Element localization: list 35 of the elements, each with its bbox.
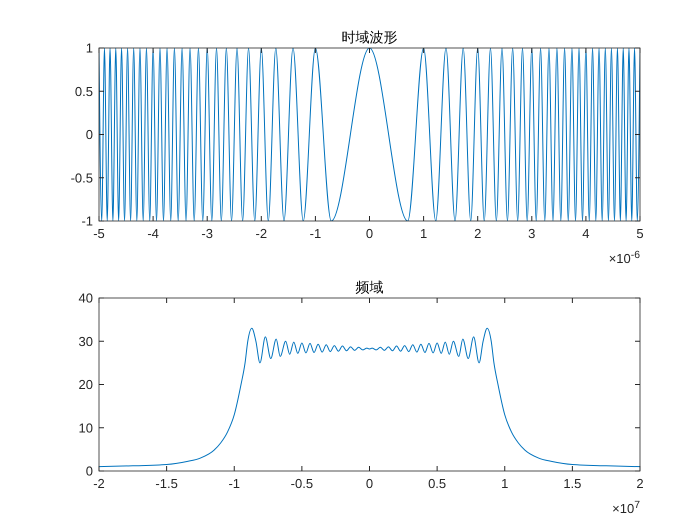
x-tick-label: 0.5 xyxy=(428,476,446,491)
x-tick-label: -1 xyxy=(310,226,322,241)
x-tick-label: -4 xyxy=(147,226,159,241)
x-tick-label: -0.5 xyxy=(290,476,314,491)
text: ×10$^{7}$ xyxy=(612,500,640,516)
x-tick-label: 0 xyxy=(366,476,374,491)
chart-title: 频域 xyxy=(356,279,384,295)
y-tick-label: 0 xyxy=(86,127,93,142)
y-tick-label: 20 xyxy=(78,377,93,392)
text: ×10$^{-6}$ xyxy=(608,250,640,266)
x-tick-label: -5 xyxy=(93,226,105,241)
y-tick-label: 1 xyxy=(86,40,93,56)
x-tick-label: 4 xyxy=(582,226,590,241)
x-tick-label: 0 xyxy=(366,226,374,241)
y-tick-label: 0 xyxy=(86,464,93,479)
x-tick-label: 5 xyxy=(636,226,644,241)
x-tick-label: 1 xyxy=(501,476,508,491)
x-tick-label: 2 xyxy=(636,476,644,491)
chart-title: 时域波形 xyxy=(342,29,398,45)
x-tick-label: -2 xyxy=(256,226,268,241)
y-tick-label: 40 xyxy=(78,290,93,306)
y-tick-label: 10 xyxy=(78,420,93,436)
x-tick-label: -3 xyxy=(201,226,213,241)
x-tick-label: 1.5 xyxy=(563,476,582,491)
line-series xyxy=(99,328,640,468)
y-tick-label: -0.5 xyxy=(70,170,93,186)
x-tick-label: -2 xyxy=(93,476,105,491)
y-tick-label: 0.5 xyxy=(74,84,93,99)
x-tick-label: -1 xyxy=(228,476,240,491)
y-tick-label: 30 xyxy=(78,334,93,349)
x-tick-label: 1 xyxy=(420,226,428,241)
y-tick-label: -1 xyxy=(81,214,93,229)
x-tick-label: -1.5 xyxy=(155,476,178,491)
x-tick-label: 3 xyxy=(528,226,536,241)
x-tick-label: 2 xyxy=(474,226,482,241)
